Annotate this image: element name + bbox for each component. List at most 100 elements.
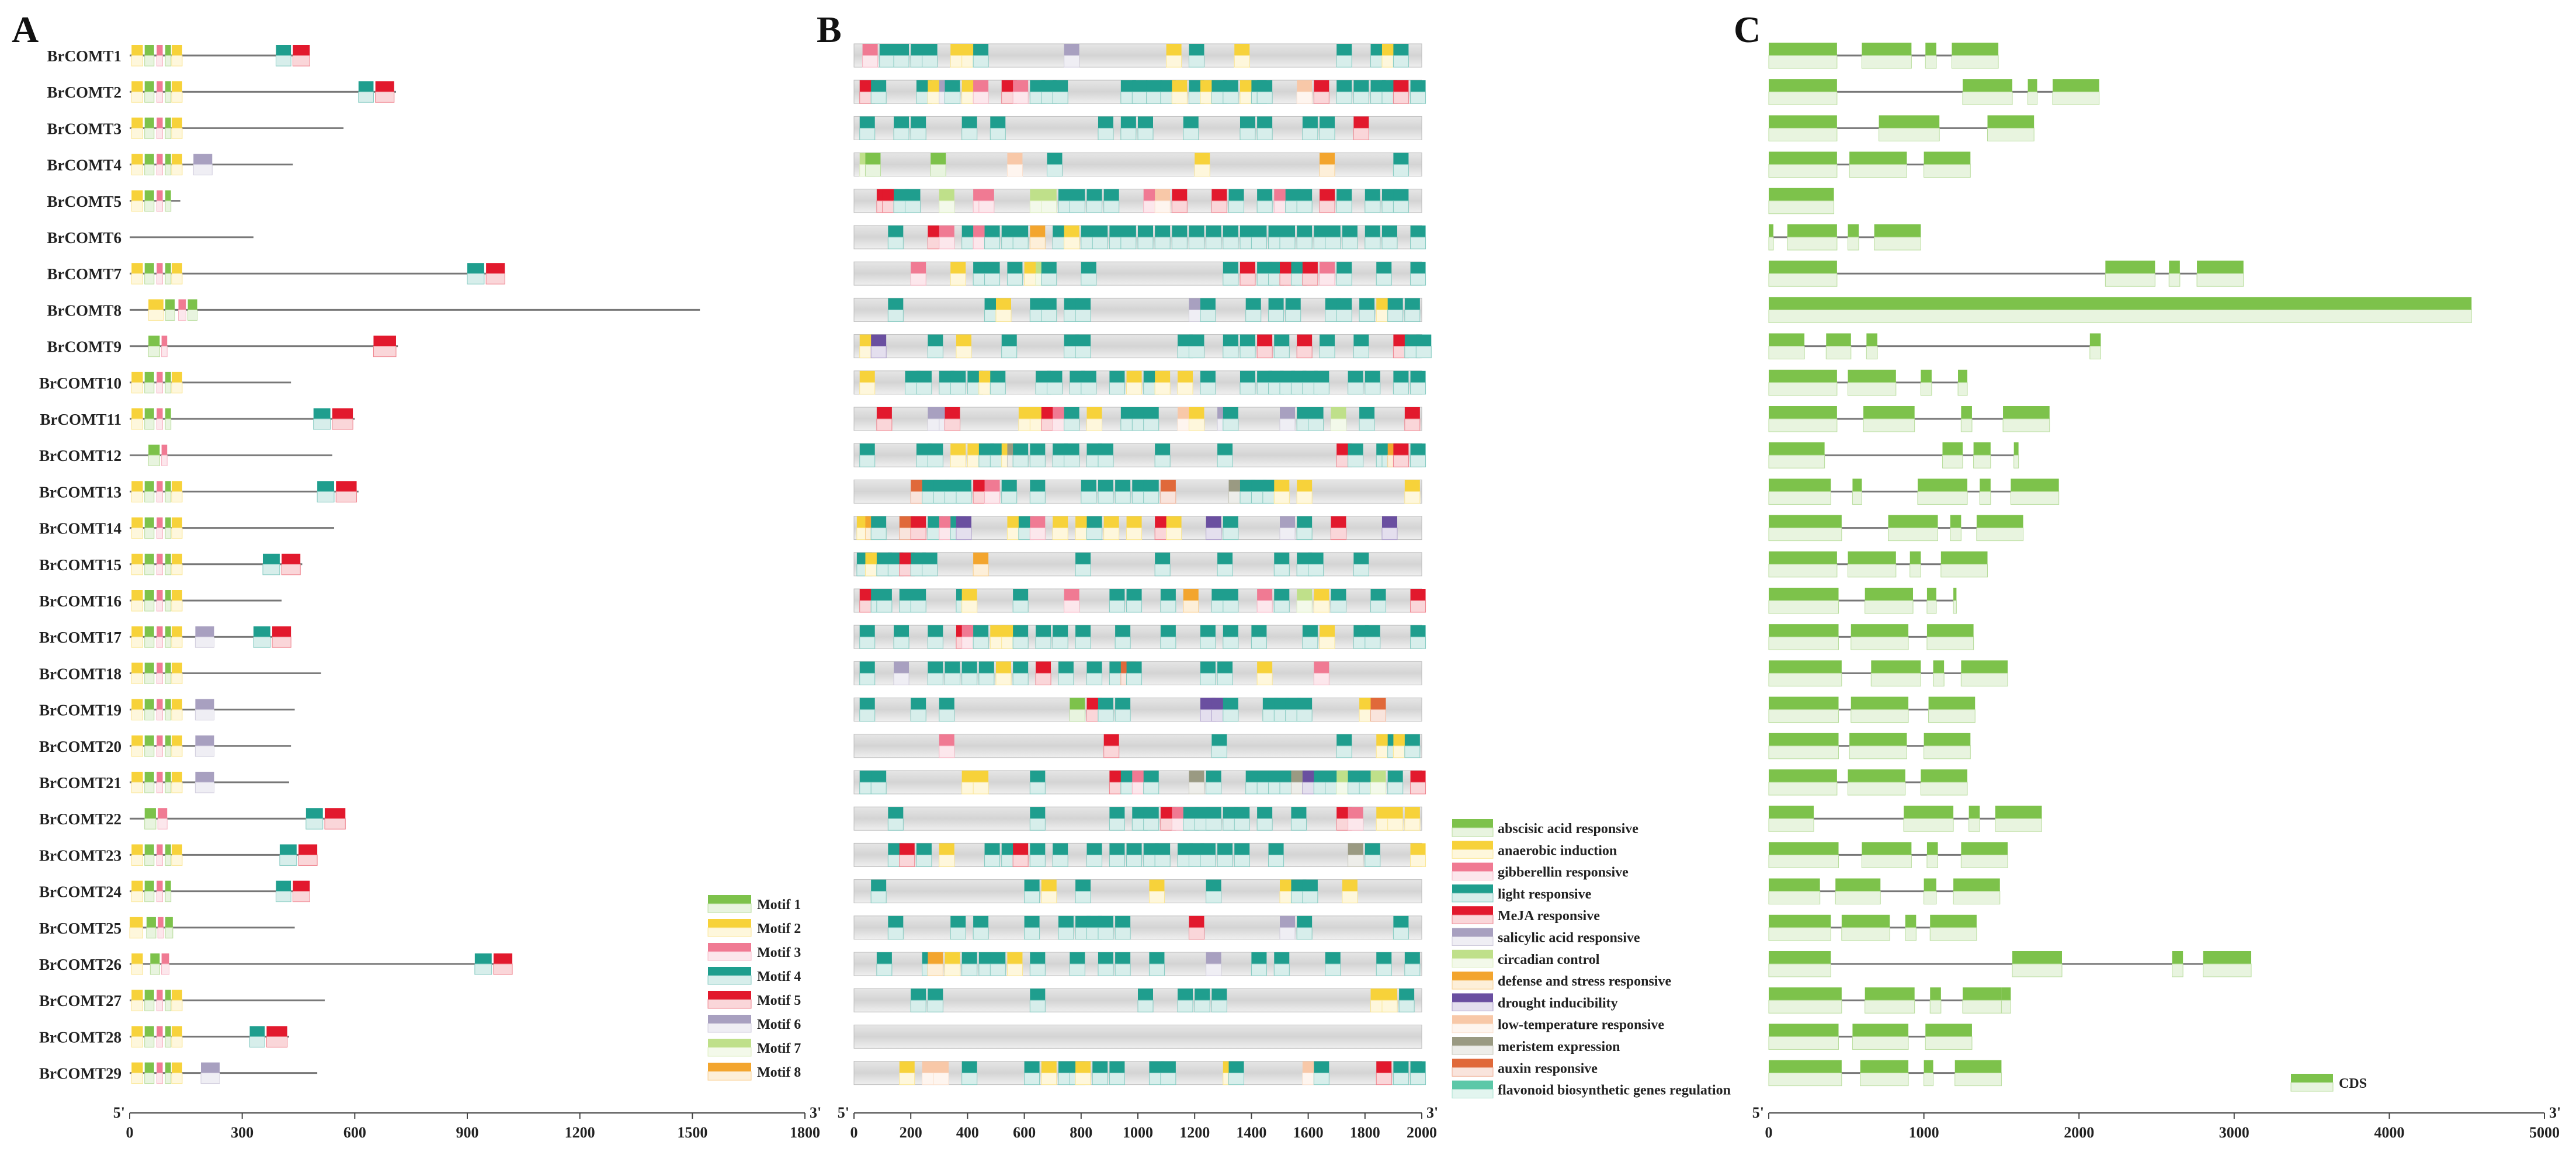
motif-box [281,553,301,575]
panel-label-b: B [817,9,842,50]
cis-element [1393,1061,1409,1085]
motif-box [156,699,164,721]
cis-element [1410,226,1426,249]
cis-element [1092,226,1108,249]
motif-box [292,45,310,67]
motif-row: BrCOMT19 [39,699,295,721]
cds-box [1951,43,1999,69]
promoter-row [853,479,1422,504]
cis-element [1251,226,1267,249]
cds-box [1940,551,1988,578]
cis-element [1381,988,1398,1012]
promoter-row [853,661,1422,685]
motif-box [156,154,164,176]
cds-box [1860,1060,1909,1087]
axis-tick-label: 600 [343,1124,366,1141]
cds-legend: CDS [2290,1074,2367,1092]
cds-box [1768,261,1838,287]
cis-element [927,443,943,467]
motif-box [156,880,164,903]
motif-row: BrCOMT23 [39,844,318,866]
promoter-row [853,952,1422,976]
cds-box [1768,806,1814,832]
cis-element [1353,334,1369,359]
cds-box [2052,79,2100,105]
cis-element [1143,807,1159,831]
cis-element [1296,480,1313,504]
cis-element [1217,443,1233,467]
cis-element [1370,589,1387,613]
axis-tick-label: 2000 [2064,1124,2094,1141]
cds-box [1863,406,1915,432]
cis-element [1404,807,1421,831]
legend-swatch [1452,1059,1494,1077]
axis-start-label: 5' [1752,1104,1764,1121]
cis-element [1228,1061,1245,1085]
motif-box [249,1026,265,1047]
cis-element [945,407,961,431]
cis-element [910,589,926,613]
cis-element [1410,1061,1426,1085]
cis-element [1240,370,1256,395]
cis-element [1296,334,1313,359]
motif-box [165,699,172,721]
cds-box [1768,79,1838,105]
cis-element [893,661,909,685]
cis-element [899,1061,915,1085]
cis-element [1126,516,1143,540]
cis-element [1143,407,1159,431]
element-legend-item: defense and stress responsive [1452,972,1671,990]
motif-box [171,481,183,502]
cis-element [1001,334,1018,359]
motif-box [144,590,155,612]
cis-element [939,698,955,722]
cis-element [1109,843,1125,867]
cis-element [1148,952,1165,976]
axis-tick-label: 300 [231,1124,254,1141]
cis-element [1166,516,1182,540]
motif-box [131,844,143,866]
legend-label: Motif 2 [757,921,801,936]
cis-element [1365,189,1381,213]
cis-element [1188,407,1204,431]
motif-row: BrCOMT3 [47,117,344,139]
motif-box [165,517,172,539]
cis-element [1251,952,1267,976]
cis-element [1024,915,1040,940]
cds-box [1768,442,1825,469]
cis-element [927,661,943,685]
cds-box [1825,333,1852,360]
cis-element [916,843,932,867]
cds-box [2105,261,2155,287]
cis-element [961,952,978,976]
axis-start-label: 5' [838,1104,849,1121]
cis-element [1376,952,1392,976]
cis-element [1279,226,1296,249]
gene-structure-row [1768,696,1976,723]
cds-box [1768,842,1839,868]
motif-box [131,154,143,176]
motif-box [165,735,172,757]
cis-element [1223,334,1239,359]
motif-box [171,517,183,539]
cis-element [1075,298,1091,322]
cis-element [1012,625,1029,649]
cis-element [930,152,946,177]
motif-box [156,990,164,1011]
cis-element [984,226,1001,249]
motif-row: BrCOMT25 [39,917,295,939]
axis-tick-label: 1400 [1236,1124,1266,1141]
gene-structure-row [1768,115,2035,141]
cds-box [1903,806,1954,832]
motif-box [156,553,164,575]
cis-element [1273,589,1290,613]
cds-box [1768,733,1839,759]
motif-box [165,154,172,176]
motif-box [148,299,164,321]
motif-box [275,880,291,903]
cis-element [1256,80,1273,104]
cds-box [1847,224,1859,251]
motif-box [144,372,155,394]
cis-element [1234,843,1250,867]
element-legend-item: gibberellin responsive [1452,862,1629,881]
